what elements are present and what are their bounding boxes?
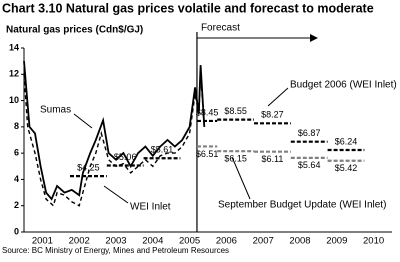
series-label: September Budget Update (WEI Inlet) (218, 200, 386, 211)
value-label: $5.64 (298, 160, 321, 170)
value-label: $5.61 (151, 145, 174, 155)
y-tick-label: 0 (14, 226, 19, 236)
x-tick-label: 2008 (289, 236, 310, 247)
value-label: $6.15 (224, 154, 247, 164)
series-label: WEI Inlet (130, 202, 171, 213)
series-label: Budget 2006 (WEI Inlet) (290, 80, 397, 91)
series-line (23, 61, 206, 201)
chart-title: Chart 3.10 Natural gas prices volatile a… (2, 1, 374, 15)
value-label: $4.25 (77, 163, 100, 173)
x-tick-label: 2007 (253, 236, 274, 247)
leader (231, 156, 251, 200)
y-tick-label: 14 (9, 42, 19, 52)
value-label: $6.11 (261, 154, 283, 164)
value-label: $8.27 (261, 110, 284, 120)
x-tick-label: 2009 (326, 236, 347, 247)
series-label: Sumas (40, 105, 71, 116)
x-tick-label: 2002 (69, 236, 90, 247)
x-tick-label: 2001 (32, 236, 53, 247)
source: Source: BC Ministry of Energy, Mines and… (2, 246, 229, 255)
y-axis-title: Natural gas prices (Cdn$/GJ) (6, 25, 143, 36)
value-label: $6.87 (298, 128, 321, 138)
x-tick-label: 2004 (142, 236, 163, 247)
y-tick-label: 4 (14, 174, 19, 184)
value-label: $8.55 (224, 106, 247, 116)
y-tick-label: 8 (14, 121, 19, 131)
y-tick-label: 10 (9, 95, 19, 105)
value-label: $6.24 (335, 136, 358, 146)
x-tick-label: 2010 (363, 236, 384, 247)
leader (103, 185, 129, 204)
value-label: $5.42 (335, 163, 358, 173)
value-label: $6.51 (196, 149, 219, 159)
x-tick-label: 2006 (216, 236, 237, 247)
leader (73, 113, 93, 129)
forecast-label: Forecast (201, 23, 240, 34)
x-tick-label: 2005 (179, 236, 200, 247)
leader (267, 87, 289, 107)
y-tick-label: 2 (14, 200, 19, 210)
value-label: $5.06 (114, 152, 137, 162)
y-tick-label: 6 (14, 148, 19, 158)
value-label: $8.45 (196, 107, 219, 117)
y-tick-label: 12 (9, 69, 19, 79)
x-tick-label: 2003 (105, 236, 126, 247)
series-line (23, 74, 205, 207)
